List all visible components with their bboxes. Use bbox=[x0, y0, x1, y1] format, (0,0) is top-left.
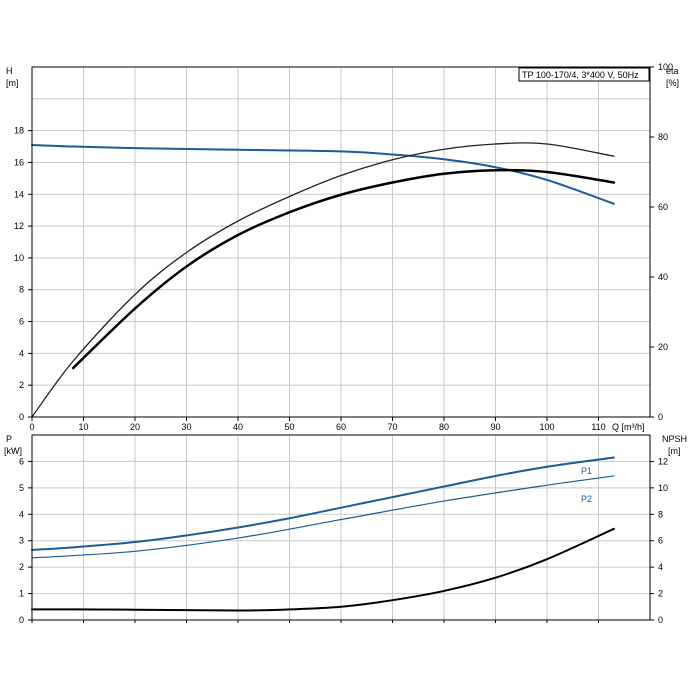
right-tick-label: 40 bbox=[658, 272, 668, 282]
series-label-p1: P1 bbox=[581, 466, 592, 476]
power-axis-label: P bbox=[6, 434, 12, 444]
chart-title: TP 100-170/4, 3*400 V, 50Hz bbox=[522, 70, 639, 80]
left-tick-label: 14 bbox=[14, 189, 24, 199]
left-tick-label: 4 bbox=[19, 509, 24, 519]
right-tick-label: 6 bbox=[658, 536, 663, 546]
right-tick-label: 10 bbox=[658, 483, 668, 493]
power-axis-unit: [kW] bbox=[4, 446, 22, 456]
bottom-series-line-1 bbox=[31, 475, 615, 559]
left-tick-label: 12 bbox=[14, 221, 24, 231]
flow-axis-label: Q [m³/h] bbox=[612, 422, 645, 432]
right-tick-label: 60 bbox=[658, 202, 668, 212]
right-tick-label: 8 bbox=[658, 509, 663, 519]
top-panel-ticks: 0 10 20 30 40 50 60 70 80 90 100 110 0 2 4 6 8 10 12 14 16 18… bbox=[14, 62, 673, 432]
bottom-series-line-0 bbox=[31, 456, 615, 551]
top-series-line-2 bbox=[71, 168, 616, 370]
left-tick-label: 16 bbox=[14, 157, 24, 167]
top-series-line-0 bbox=[31, 143, 615, 205]
x-tick-label: 60 bbox=[336, 422, 346, 432]
right-tick-label: 0 bbox=[658, 412, 663, 422]
right-tick-label: 2 bbox=[658, 589, 663, 599]
left-tick-label: 4 bbox=[19, 348, 24, 358]
top-series-line-1 bbox=[31, 142, 615, 418]
x-tick-label: 0 bbox=[29, 422, 34, 432]
x-tick-label: 20 bbox=[130, 422, 140, 432]
x-tick-label: 90 bbox=[490, 422, 500, 432]
left-tick-label: 3 bbox=[19, 536, 24, 546]
x-tick-label: 80 bbox=[439, 422, 449, 432]
right-tick-label: 12 bbox=[658, 456, 668, 466]
title-box bbox=[518, 67, 650, 82]
bottom-panel-series bbox=[31, 456, 615, 612]
left-tick-label: 0 bbox=[19, 412, 24, 422]
x-tick-label: 40 bbox=[233, 422, 243, 432]
x-tick-label: 30 bbox=[181, 422, 191, 432]
left-tick-label: 6 bbox=[19, 456, 24, 466]
right-tick-label: 80 bbox=[658, 132, 668, 142]
left-tick-label: 2 bbox=[19, 562, 24, 572]
x-tick-label: 100 bbox=[539, 422, 554, 432]
x-tick-label: 70 bbox=[387, 422, 397, 432]
x-tick-label: 50 bbox=[284, 422, 294, 432]
eta-axis-unit: [%] bbox=[666, 78, 679, 88]
top-panel-frame bbox=[31, 66, 651, 418]
bottom-panel-grid bbox=[32, 435, 650, 620]
top-panel-series bbox=[31, 142, 616, 418]
left-tick-label: 0 bbox=[19, 615, 24, 625]
head-axis-label: H bbox=[6, 66, 13, 76]
series-label-p2: P2 bbox=[581, 494, 592, 504]
head-axis-unit: [m] bbox=[6, 78, 19, 88]
left-tick-label: 10 bbox=[14, 253, 24, 263]
bottom-series-line-2 bbox=[31, 527, 615, 612]
npsh-axis-label: NPSH bbox=[662, 434, 687, 444]
left-tick-label: 8 bbox=[19, 285, 24, 295]
left-tick-label: 18 bbox=[14, 126, 24, 136]
right-tick-label: 4 bbox=[658, 562, 663, 572]
x-tick-label: 10 bbox=[78, 422, 88, 432]
eta-axis-label: eta bbox=[666, 66, 679, 76]
left-tick-label: 1 bbox=[19, 589, 24, 599]
left-tick-label: 2 bbox=[19, 380, 24, 390]
right-tick-label: 20 bbox=[658, 342, 668, 352]
x-tick-label: 110 bbox=[591, 422, 605, 432]
bottom-panel-frame bbox=[31, 434, 651, 621]
npsh-axis-unit: [m] bbox=[668, 446, 681, 456]
left-tick-label: 6 bbox=[19, 317, 24, 327]
left-tick-label: 5 bbox=[19, 483, 24, 493]
right-tick-label: 0 bbox=[658, 615, 663, 625]
right-tick-label: 100 bbox=[658, 62, 673, 72]
